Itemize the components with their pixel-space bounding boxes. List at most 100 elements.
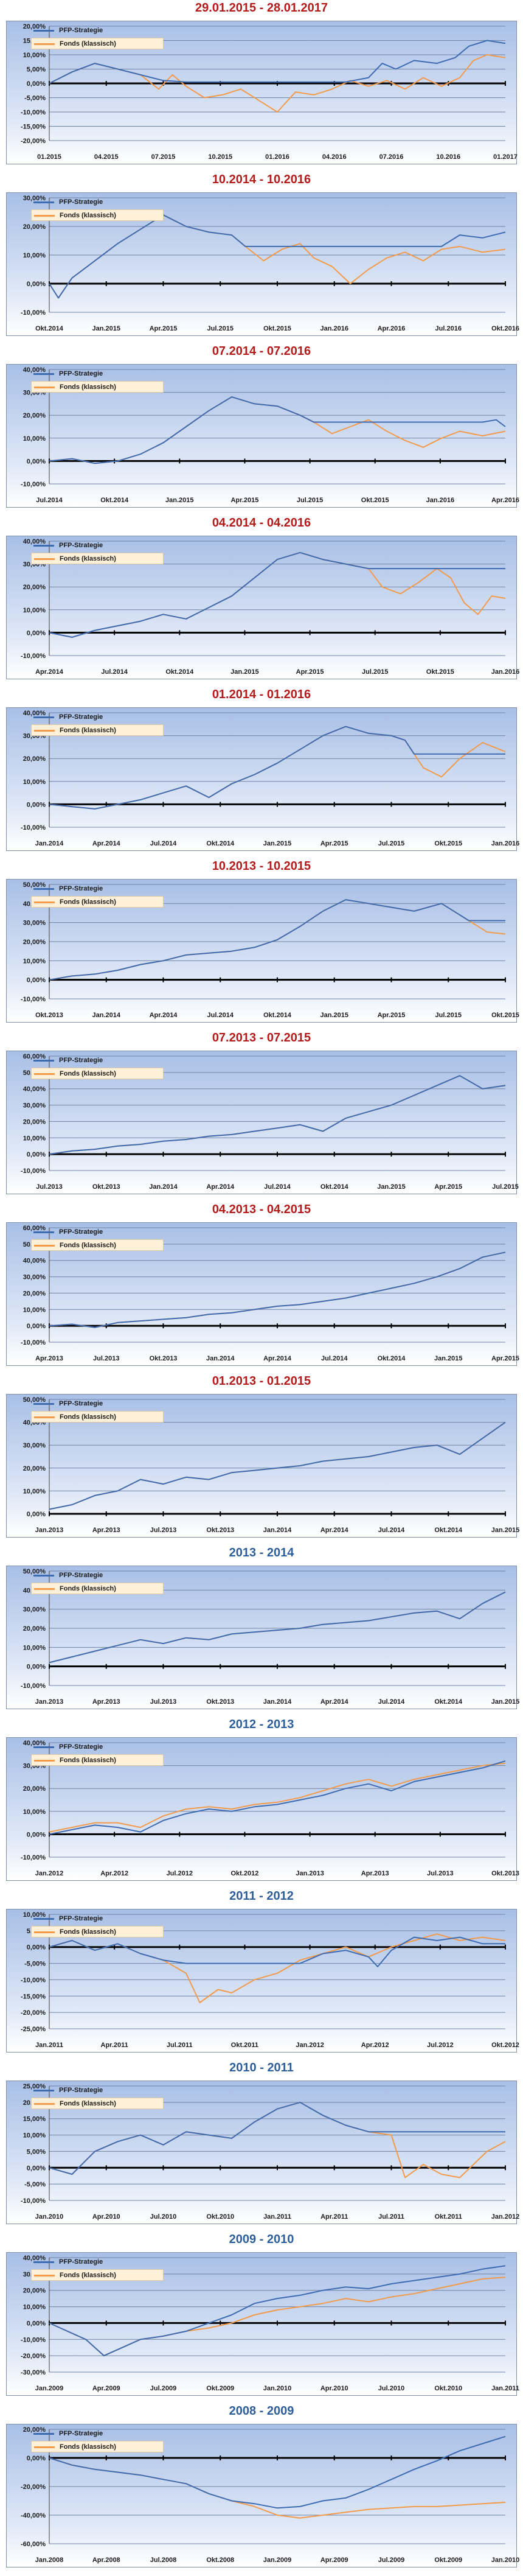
y-tick-label: 20,00% bbox=[23, 23, 46, 30]
legend-swatch bbox=[34, 1245, 55, 1247]
legend-item-strategy: PFP-Strategie bbox=[31, 712, 164, 723]
y-tick-label: 40,00% bbox=[23, 1740, 46, 1747]
x-tick-label: Apr.2010 bbox=[320, 2385, 348, 2392]
strategy-series-line bbox=[49, 40, 506, 84]
legend-item-strategy: PFP-Strategie bbox=[31, 1913, 164, 1925]
legend-label: Fonds (klassisch) bbox=[60, 1928, 116, 1936]
x-tick-label: Jan.2013 bbox=[35, 1698, 63, 1706]
x-tick-label: Jan.2009 bbox=[263, 2557, 291, 2564]
legend-swatch bbox=[34, 2275, 55, 2277]
chart-panel: 10.2014 - 10.2016 30,00% 20,00% 10,00% 0,00%… bbox=[0, 172, 523, 343]
x-tick-label: Jul.2015 bbox=[378, 840, 404, 847]
legend-item-strategy: PFP-Strategie bbox=[31, 1570, 164, 1581]
x-tick-label: Jan.2011 bbox=[263, 2213, 291, 2221]
x-tick-label: Jan.2016 bbox=[491, 668, 519, 676]
legend-label: Fonds (klassisch) bbox=[60, 2100, 116, 2107]
x-tick-label: Jan.2015 bbox=[230, 668, 258, 676]
x-tick-label: Jul.2014 bbox=[321, 1355, 348, 1362]
legend-item-fund: Fonds (klassisch) bbox=[31, 1411, 164, 1423]
y-tick-label: 10,00% bbox=[23, 52, 46, 59]
y-tick-label: 25,00% bbox=[23, 2083, 46, 2090]
legend-item-strategy: PFP-Strategie bbox=[31, 883, 164, 895]
chart-plot-area: 50,00%40,00%30,00%20,00%10,00%0,00%-10,0… bbox=[6, 1566, 519, 1709]
chart-title: 10.2014 - 10.2016 bbox=[212, 173, 311, 186]
chart-legend: PFP-Strategie Fonds (klassisch) bbox=[31, 2428, 164, 2454]
x-tick-label: Okt.2014 bbox=[378, 1355, 406, 1362]
chart-title: 2011 - 2012 bbox=[229, 1889, 294, 1903]
chart-legend: PFP-Strategie Fonds (klassisch) bbox=[31, 2085, 164, 2110]
legend-swatch bbox=[34, 2446, 55, 2448]
y-tick-label: 5,00% bbox=[27, 66, 46, 74]
chart-plot-area: 40,00% 30,00% 20,00% 10,00% 0,00% -10,00% Jul.… bbox=[6, 364, 519, 508]
x-tick-label: Apr.2010 bbox=[92, 2213, 120, 2221]
y-tick-label: 50,00% bbox=[23, 1396, 46, 1404]
legend-label: PFP-Strategie bbox=[59, 2430, 103, 2437]
x-tick-label: Jul.2015 bbox=[435, 1012, 462, 1019]
legend-swatch bbox=[33, 716, 54, 718]
y-tick-label: 20,00% bbox=[23, 584, 46, 591]
x-tick-label: Jan.2013 bbox=[35, 1527, 63, 1534]
y-tick-label: 50,00% bbox=[23, 1568, 46, 1575]
x-tick-label: Apr.2015 bbox=[434, 1183, 462, 1191]
line-chart: 50,00%40,00%30,00%20,00%10,00%0,00%Jan.2… bbox=[23, 1396, 520, 1534]
x-tick-label: Apr.2016 bbox=[491, 497, 519, 504]
x-tick-label: 01.2017 bbox=[493, 153, 518, 161]
legend-label: PFP-Strategie bbox=[59, 1915, 103, 1922]
legend-item-strategy: PFP-Strategie bbox=[31, 1227, 164, 1238]
y-tick-label: 0,00% bbox=[27, 1944, 46, 1951]
legend-item-strategy: PFP-Strategie bbox=[31, 25, 164, 37]
y-tick-label: 5,00% bbox=[27, 2148, 46, 2155]
legend-item-fund: Fonds (klassisch) bbox=[31, 724, 164, 736]
chart-panel: 2012 - 2013 40,00% 30,00% 20,00% 10,00% 0,00%… bbox=[0, 1717, 523, 1888]
y-tick-label: 40,00% bbox=[23, 2255, 46, 2262]
x-tick-label: Jan.2012 bbox=[296, 2042, 324, 2049]
strategy-series-line bbox=[49, 1760, 506, 1835]
x-tick-label: 01.2015 bbox=[37, 153, 61, 161]
x-tick-label: Jan.2010 bbox=[263, 2385, 291, 2392]
legend-label: PFP-Strategie bbox=[59, 885, 103, 892]
x-tick-label: 04.2015 bbox=[94, 153, 119, 161]
x-tick-label: Jul.2009 bbox=[150, 2385, 176, 2392]
x-tick-label: 07.2015 bbox=[151, 153, 176, 161]
legend-item-strategy: PFP-Strategie bbox=[31, 2085, 164, 2096]
legend-swatch bbox=[34, 1931, 55, 1933]
legend-label: Fonds (klassisch) bbox=[60, 1413, 116, 1421]
y-tick-label: 30,00% bbox=[23, 920, 46, 927]
y-tick-label: 20,00% bbox=[23, 1785, 46, 1793]
x-tick-label: Jan.2014 bbox=[92, 1012, 121, 1019]
legend-swatch bbox=[33, 888, 54, 890]
legend-label: Fonds (klassisch) bbox=[60, 383, 116, 391]
x-tick-label: Apr.2014 bbox=[263, 1355, 292, 1362]
x-tick-label: Apr.2012 bbox=[100, 1870, 128, 1877]
fund-series-line bbox=[49, 1075, 506, 1155]
legend-swatch bbox=[34, 2103, 55, 2105]
x-tick-label: Jul.2015 bbox=[362, 668, 388, 676]
x-tick-label: Jan.2012 bbox=[35, 1870, 63, 1877]
y-tick-label: -10,00% bbox=[21, 1167, 46, 1175]
chart-legend: PFP-Strategie Fonds (klassisch) bbox=[31, 883, 164, 909]
legend-label: PFP-Strategie bbox=[59, 2087, 103, 2094]
x-tick-label: Jan.2015 bbox=[92, 325, 120, 332]
chart-panel: 2013 - 201450,00%40,00%30,00%20,00%10,00… bbox=[0, 1545, 523, 1717]
chart-title: 04.2014 - 04.2016 bbox=[212, 516, 311, 530]
legend-swatch bbox=[33, 1231, 54, 1233]
x-tick-label: Apr.2011 bbox=[320, 2213, 348, 2221]
legend-label: PFP-Strategie bbox=[59, 1572, 103, 1579]
chart-title: 07.2014 - 07.2016 bbox=[212, 345, 311, 358]
line-chart: 40,00%30,00%20,00%10,00%0,00%-10,00%Jan.… bbox=[21, 710, 519, 847]
legend-swatch bbox=[33, 1060, 54, 1062]
x-tick-label: Okt.2015 bbox=[361, 497, 389, 504]
strategy-series-line bbox=[49, 1591, 506, 1664]
x-tick-label: Jul.2016 bbox=[435, 325, 462, 332]
y-tick-label: 0,00% bbox=[27, 2165, 46, 2172]
y-tick-label: 0,00% bbox=[27, 1664, 46, 1671]
y-tick-label: -25,00% bbox=[21, 2026, 46, 2033]
y-tick-label: -20,00% bbox=[21, 2009, 46, 2017]
legend-item-strategy: PFP-Strategie bbox=[31, 2428, 164, 2440]
chart-panel: 07.2013 - 07.201560,00%50,00%40,00%30,00… bbox=[0, 1030, 523, 1202]
x-tick-label: Jan.2014 bbox=[35, 840, 64, 847]
legend-swatch bbox=[33, 2261, 54, 2263]
chart-title: 04.2013 - 04.2015 bbox=[212, 1203, 311, 1216]
fund-series-line bbox=[49, 2457, 506, 2519]
legend-label: Fonds (klassisch) bbox=[60, 1757, 116, 1764]
